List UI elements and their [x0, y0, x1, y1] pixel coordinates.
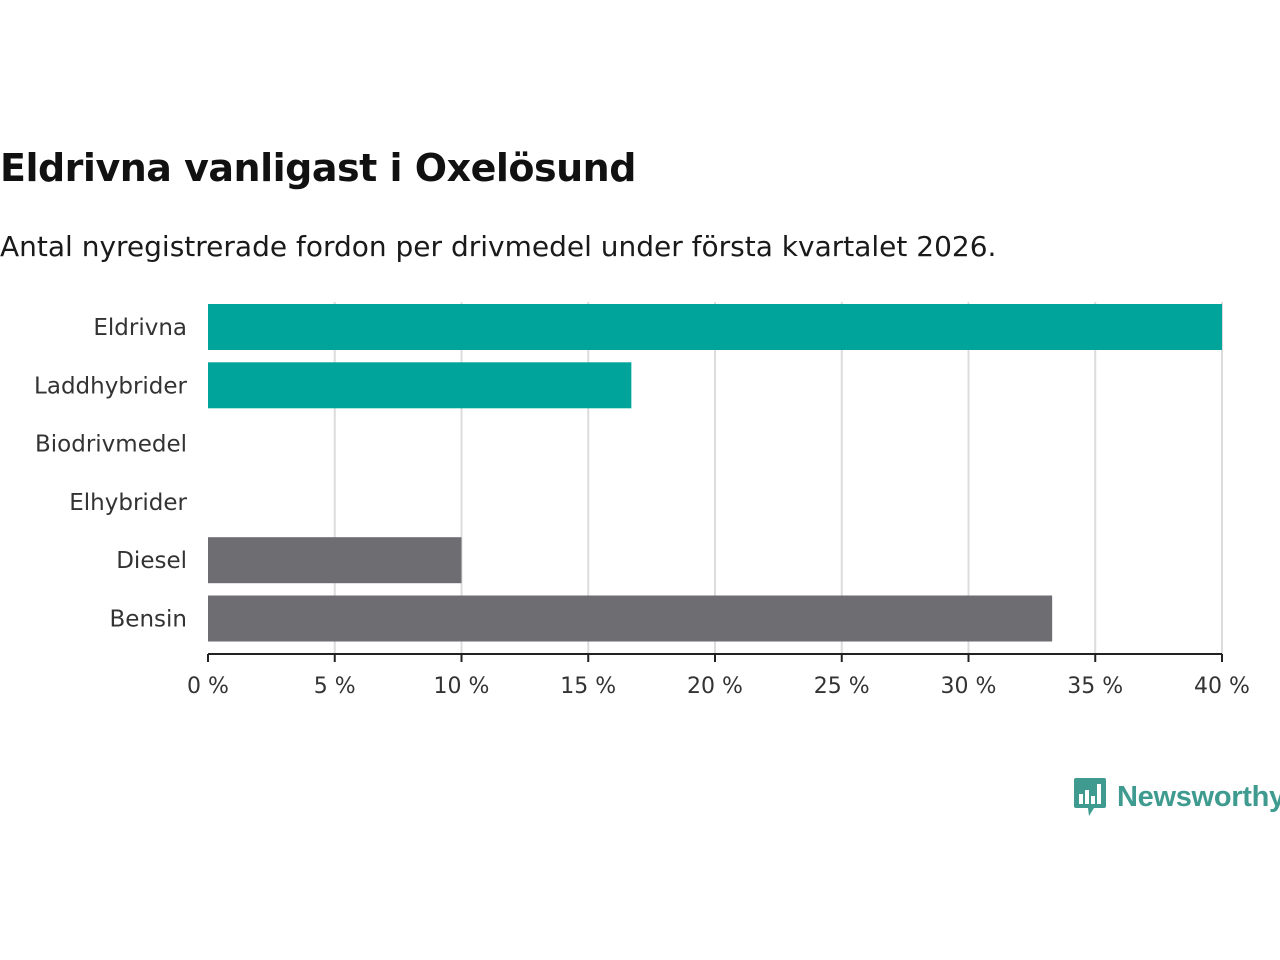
- x-tick-label: 35 %: [1067, 674, 1123, 699]
- chart-subtitle: Antal nyregistrerade fordon per drivmede…: [0, 230, 997, 263]
- x-tick-label: 15 %: [560, 674, 616, 699]
- x-tick-label: 20 %: [687, 674, 743, 699]
- brand-name: Newsworthy: [1117, 780, 1280, 813]
- x-tick-label: 5 %: [314, 674, 356, 699]
- newsworthy-logo: Newsworthy: [1072, 776, 1280, 818]
- category-label: Elhybrider: [69, 490, 187, 516]
- category-label: Biodrivmedel: [35, 432, 187, 458]
- bar-diesel: [208, 537, 462, 584]
- bar-chart: Eldrivna Laddhybrider Biodrivmedel Elhybrid…: [34, 302, 1250, 699]
- bar-eldrivna: [208, 304, 1222, 350]
- category-label: Laddhybrider: [34, 373, 187, 399]
- bar-chart-speech-bubble-icon: [1074, 778, 1106, 816]
- x-tick-label: 40 %: [1194, 674, 1250, 699]
- bar-laddhybrider: [208, 362, 632, 409]
- bar-bensin: [208, 595, 1053, 642]
- x-tick-label: 30 %: [941, 674, 997, 699]
- x-tick-label: 25 %: [814, 674, 870, 699]
- x-tick-label: 0 %: [187, 674, 229, 699]
- category-label: Eldrivna: [93, 315, 187, 341]
- x-tick-label: 10 %: [434, 674, 490, 699]
- chart-title: Eldrivna vanligast i Oxelösund: [0, 146, 636, 190]
- category-label: Bensin: [110, 607, 187, 633]
- category-label: Diesel: [116, 548, 187, 574]
